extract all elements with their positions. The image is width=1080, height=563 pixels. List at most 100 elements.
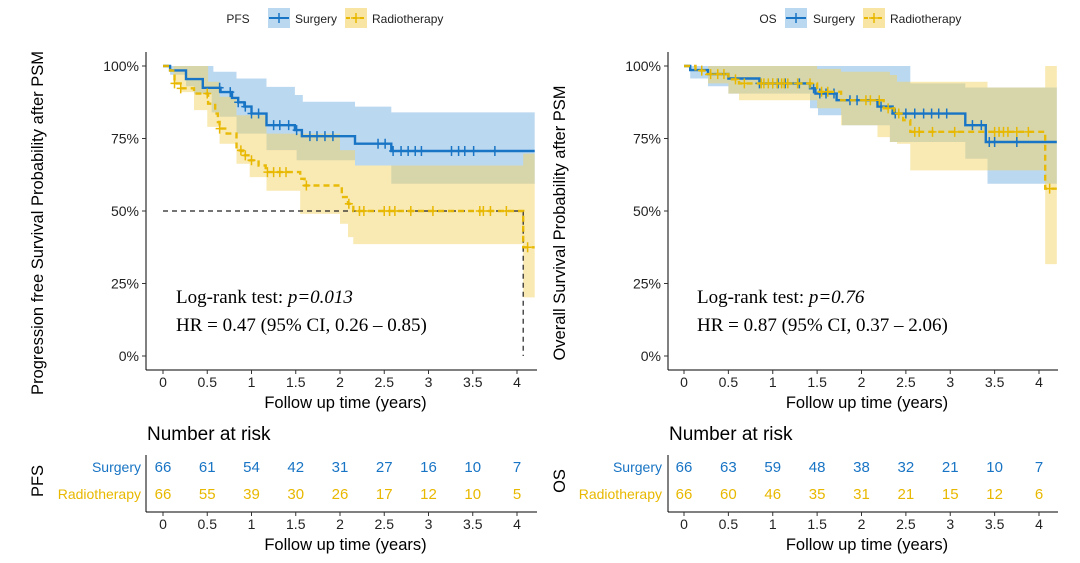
risk-count: 42 — [287, 459, 304, 476]
censor-mark-radiotherapy — [359, 206, 368, 216]
x-tick-label: 3.5 — [463, 374, 483, 390]
x-tick-label: 0.5 — [719, 374, 739, 390]
risk-count: 7 — [513, 459, 521, 476]
x-tick-label: 3 — [946, 374, 954, 390]
censor-mark-radiotherapy — [502, 206, 511, 216]
censor-mark-surgery — [942, 108, 951, 119]
log-rank-annotation: Log-rank test: p=0.76 — [697, 287, 865, 308]
censor-mark-surgery — [292, 125, 301, 136]
y-tick-label: 25% — [633, 276, 661, 292]
risk-count: 66 — [155, 486, 172, 503]
censor-mark-radiotherapy — [523, 242, 532, 253]
y-tick-label: 0% — [641, 348, 661, 364]
risk-row-label-surgery: Surgery — [92, 459, 141, 475]
censor-mark-surgery — [901, 108, 910, 119]
censor-mark-surgery — [381, 138, 390, 149]
censor-mark-surgery — [215, 82, 224, 93]
censor-mark-surgery — [254, 108, 263, 119]
risk-x-tick-label: 2.5 — [375, 516, 395, 532]
x-tick-label: 2 — [858, 374, 866, 390]
risk-x-tick-label: 2.5 — [896, 516, 916, 532]
risk-count: 10 — [464, 486, 481, 503]
x-tick-label: 1.5 — [286, 374, 306, 390]
log-rank-annotation: Log-rank test: p=0.013 — [176, 287, 353, 308]
censor-mark-radiotherapy — [928, 126, 937, 137]
censor-mark-radiotherapy — [884, 103, 893, 114]
risk-table-label: PFS — [29, 465, 47, 497]
censor-mark-radiotherapy — [950, 126, 959, 137]
censor-mark-radiotherapy — [731, 74, 740, 85]
censor-mark-radiotherapy — [203, 88, 212, 99]
censor-mark-surgery — [234, 97, 243, 108]
risk-x-tick-label: 0.5 — [198, 516, 218, 532]
risk-x-tick-label: 4 — [1035, 516, 1043, 532]
y-tick-label: 0% — [119, 348, 139, 364]
censor-mark-radiotherapy — [236, 145, 245, 156]
risk-table-x-title: Follow up time (years) — [264, 536, 426, 554]
censor-mark-surgery — [460, 145, 469, 156]
panel-os: OS Surgery Radiotherapy 0% 25% 50% 75% 100% 0 0.5… — [551, 8, 1058, 554]
x-axis-title: Follow up time (years) — [786, 394, 948, 412]
risk-x-tick-label: 0 — [159, 516, 167, 532]
censor-mark-radiotherapy — [894, 108, 903, 119]
censor-mark-surgery — [919, 108, 928, 119]
censor-mark-radiotherapy — [1024, 126, 1033, 137]
risk-row-label-radiotherapy: Radiotherapy — [579, 486, 662, 502]
censor-mark-radiotherapy — [915, 126, 924, 137]
y-tick-label: 75% — [111, 131, 139, 147]
risk-count: 12 — [420, 486, 437, 503]
censor-mark-radiotherapy — [479, 206, 488, 216]
censor-mark-radiotherapy — [247, 155, 256, 166]
risk-count: 39 — [243, 486, 260, 503]
risk-count: 48 — [809, 459, 826, 476]
censor-mark-radiotherapy — [390, 206, 399, 216]
censor-mark-surgery — [247, 108, 256, 119]
censor-mark-radiotherapy — [806, 78, 815, 89]
risk-count: 66 — [676, 459, 693, 476]
risk-count: 5 — [513, 486, 521, 503]
x-tick-label: 0.5 — [198, 374, 218, 390]
censor-mark-surgery — [275, 120, 284, 131]
risk-row-label-radiotherapy: Radiotherapy — [58, 486, 141, 502]
legend-title: PFS — [226, 12, 249, 26]
x-axis-title: Follow up time (years) — [264, 394, 426, 412]
x-tick-label: 0 — [680, 374, 688, 390]
y-tick-label: 75% — [633, 131, 661, 147]
risk-count: 26 — [332, 486, 349, 503]
censor-mark-surgery — [490, 145, 499, 156]
risk-count: 10 — [464, 459, 481, 476]
censor-mark-surgery — [312, 131, 321, 142]
censor-mark-radiotherapy — [428, 206, 437, 216]
censor-mark-surgery — [977, 120, 986, 131]
panel-pfs: PFS Surgery Radiotherapy 0% 25% 50% 75% 100% 0 0.… — [29, 8, 537, 554]
risk-count: 27 — [376, 459, 393, 476]
censor-mark-surgery — [927, 108, 936, 119]
risk-x-tick-label: 3.5 — [463, 516, 483, 532]
y-tick-label: 100% — [625, 58, 661, 74]
censor-mark-radiotherapy — [176, 83, 185, 94]
legend-censor-mark — [351, 13, 361, 23]
risk-x-tick-label: 1 — [769, 516, 777, 532]
x-tick-label: 1 — [248, 374, 256, 390]
x-tick-label: 1 — [769, 374, 777, 390]
legend-label-surgery: Surgery — [813, 12, 855, 26]
censor-mark-radiotherapy — [875, 95, 884, 106]
x-tick-label: 4 — [513, 374, 521, 390]
risk-count: 38 — [853, 459, 870, 476]
risk-count: 16 — [420, 459, 437, 476]
survival-curve-radiotherapy — [684, 64, 1057, 190]
y-axis-title: Overall Survival Probability after PSM — [551, 85, 569, 360]
censor-mark-surgery — [968, 120, 977, 131]
censor-mark-radiotherapy — [344, 198, 353, 209]
risk-count: 61 — [199, 459, 216, 476]
censor-mark-surgery — [404, 145, 413, 156]
legend-label-radiotherapy: Radiotherapy — [890, 12, 961, 26]
x-tick-label: 0 — [159, 374, 167, 390]
legend: OS Surgery Radiotherapy — [759, 8, 961, 28]
censor-mark-surgery — [305, 131, 314, 142]
risk-x-tick-label: 2 — [858, 516, 866, 532]
risk-count: 46 — [764, 486, 781, 503]
